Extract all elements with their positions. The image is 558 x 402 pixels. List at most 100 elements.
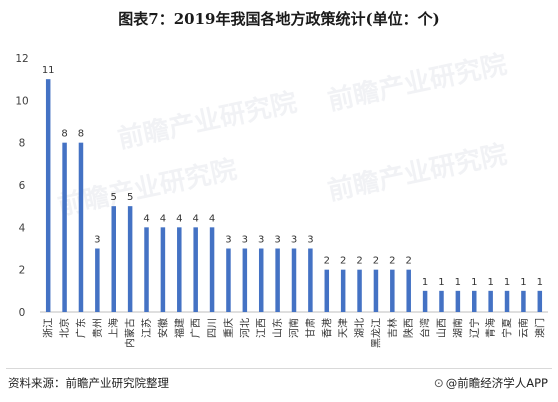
- bar-value-label: 3: [94, 235, 100, 246]
- x-tick-label: 山西: [436, 318, 448, 338]
- x-tick-label: 江苏: [140, 318, 153, 338]
- bar-value-labels: 118 835 54 4 4 4 43 3 3 3 3 32 2 2 2 2 21 1 1 1 1 1 1 1: [42, 65, 543, 288]
- bar: [144, 227, 149, 312]
- bar-value-label: 5: [111, 192, 117, 203]
- bar: [504, 290, 510, 312]
- bar: [209, 227, 215, 312]
- x-tick-label: 宁夏: [501, 318, 514, 338]
- x-tick-label: 广西: [190, 318, 202, 338]
- x-tick-label: 贵州: [91, 318, 104, 338]
- bar-value-label: 8: [61, 129, 67, 140]
- bar-value-label: 3: [242, 235, 248, 246]
- y-tick-label: 4: [19, 222, 26, 234]
- bar: [258, 248, 264, 312]
- x-tick-label: 辽宁: [468, 318, 481, 338]
- bar: [160, 227, 166, 312]
- bar: [111, 206, 116, 312]
- footer-divider: [6, 368, 552, 369]
- chart-title: 图表7：2019年我国各地方政策统计(单位：个): [118, 10, 440, 28]
- y-axis: 0 2 4 6 8 10 12: [15, 53, 28, 319]
- x-tick-label: 四川: [208, 318, 219, 338]
- bar-value-label: 1: [504, 277, 510, 288]
- bar-value-label: 4: [143, 213, 149, 224]
- bar: [455, 290, 461, 312]
- bar-value-label: 3: [307, 235, 313, 246]
- bar: [275, 248, 280, 312]
- bar-value-label: 1: [537, 277, 543, 288]
- bar: [537, 290, 543, 312]
- bar: [127, 206, 133, 312]
- bar-value-label: 4: [209, 213, 215, 224]
- y-tick-label: 2: [19, 265, 26, 277]
- bar-value-label: 11: [42, 65, 55, 76]
- bar-value-label: 2: [389, 256, 395, 267]
- bar: [390, 269, 395, 312]
- source-note: 资料来源：前瞻产业研究院整理: [8, 376, 169, 390]
- bar-value-label: 5: [127, 192, 133, 203]
- bar-value-label: 3: [258, 235, 264, 246]
- x-tick-label: 湖北: [354, 318, 366, 338]
- bar-value-label: 1: [455, 277, 461, 288]
- x-tick-label: 甘肃: [304, 318, 317, 338]
- bar: [324, 269, 330, 312]
- bar: [439, 290, 444, 312]
- bar: [62, 142, 67, 312]
- x-tick-label: 福建: [173, 318, 186, 338]
- x-tick-label: 重庆: [222, 318, 235, 338]
- watermark-text-4: 前瞻产业研究院: [325, 139, 509, 207]
- bar-value-label: 2: [324, 256, 330, 267]
- y-tick-label: 8: [19, 138, 26, 150]
- x-tick-label: 内蒙古: [124, 318, 137, 348]
- x-tick-label: 河南: [288, 318, 301, 338]
- bar: [78, 142, 84, 312]
- watermark: 前瞻产业研究院 前瞻产业研究院 前瞻产业研究院 前瞻产业研究院: [55, 49, 509, 222]
- x-tick-label: 河北: [239, 318, 251, 338]
- bar-value-label: 2: [373, 256, 379, 267]
- bars: [45, 79, 543, 313]
- camera-icon: ⊙: [433, 376, 444, 390]
- x-tick-label: 山东: [271, 318, 284, 338]
- bar: [193, 227, 198, 312]
- x-tick-label: 浙江: [43, 318, 55, 338]
- watermark-text-2: 前瞻产业研究院: [325, 49, 509, 117]
- bar: [308, 248, 313, 312]
- x-tick-label: 天津: [338, 318, 350, 338]
- x-tick-label: 北京: [58, 318, 71, 338]
- y-tick-label: 6: [19, 180, 26, 192]
- bar: [422, 290, 428, 312]
- x-tick-label: 青海: [484, 318, 497, 338]
- y-tick-label: 10: [15, 95, 28, 107]
- bar: [340, 269, 346, 312]
- bar: [521, 290, 526, 312]
- x-tick-label: 广东: [74, 318, 87, 338]
- bar: [291, 248, 297, 312]
- bar-value-label: 1: [471, 277, 477, 288]
- bar: [357, 269, 362, 312]
- x-tick-label: 上海: [107, 318, 120, 338]
- x-tick-label: 陕西: [402, 318, 415, 338]
- bar-value-label: 3: [291, 235, 297, 246]
- bar-value-label: 4: [176, 213, 182, 224]
- bar-value-label: 4: [192, 213, 198, 224]
- bar: [95, 248, 100, 312]
- bar: [488, 290, 493, 312]
- credit: ⊙ @前瞻经济学人APP: [434, 375, 548, 391]
- bar: [226, 248, 231, 312]
- bar-value-label: 1: [487, 277, 493, 288]
- x-tick-label: 安徽: [156, 318, 169, 338]
- bar-value-label: 2: [340, 256, 346, 267]
- bar-value-label: 3: [274, 235, 280, 246]
- bar: [242, 248, 248, 312]
- watermark-text-1: 前瞻产业研究院: [115, 87, 299, 155]
- bar-value-label: 8: [78, 129, 84, 140]
- x-axis-tick-labels: 浙江 北京 广东 贵州 上海 内蒙古 江苏 安徽 福建 广西 四川 重庆 河北 江西 山东 河南 甘肃 香港 天津湖…: [43, 318, 547, 348]
- x-tick-label: 黑龙江: [369, 318, 382, 348]
- x-tick-label: 澳门: [533, 318, 546, 338]
- bar: [373, 269, 379, 312]
- x-tick-label: 香港: [321, 318, 333, 338]
- bar-value-label: 1: [422, 277, 428, 288]
- bar-value-label: 4: [160, 213, 166, 224]
- bar-value-label: 3: [225, 235, 231, 246]
- y-tick-label: 0: [19, 307, 26, 319]
- bar-value-label: 1: [438, 277, 444, 288]
